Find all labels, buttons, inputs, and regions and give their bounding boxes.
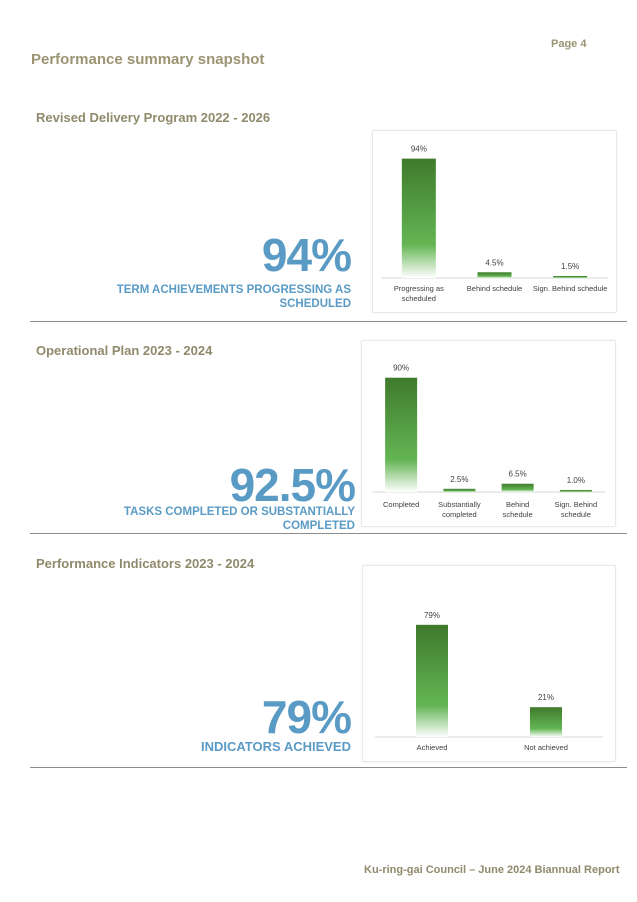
section-title-delivery-program: Revised Delivery Program 2022 - 2026 (36, 110, 271, 125)
bar (477, 272, 512, 278)
headline-indicators-achieved: 79% (261, 691, 352, 743)
category-label: completed (442, 510, 477, 519)
data-label: 94% (411, 145, 427, 154)
chart-delivery-program: 94% Progressing as scheduled 4.5% Behind sch… (372, 130, 617, 313)
caption-line: TERM ACHIEVEMENTS PROGRESSING AS (116, 284, 351, 296)
bar (530, 707, 562, 737)
data-label: 2.5% (450, 475, 468, 484)
section-divider (30, 533, 627, 534)
caption-line: COMPLETED (282, 520, 355, 532)
data-label: 90% (393, 364, 409, 373)
headline-term-achievements: 94% (261, 229, 352, 281)
category-label: Completed (383, 500, 419, 509)
section-title-performance-indicators: Performance Indicators 2023 - 2024 (36, 556, 255, 571)
caption-term-achievements: TERM ACHIEVEMENTS PROGRESSING AS SCHEDUL… (117, 283, 351, 311)
category-label: schedule (561, 510, 591, 519)
chart-operational-plan: 90% Completed 2.5% Substantially completed 6.… (361, 340, 616, 527)
bar (416, 624, 448, 737)
category-label: Achieved (417, 743, 448, 752)
headline-tasks-completed: 92.5% (229, 459, 356, 511)
caption-tasks-completed: TASKS COMPLETED OR SUBSTANTIALLY COMPLET… (124, 505, 355, 533)
caption-line: TASKS COMPLETED OR SUBSTANTIALLY (123, 506, 355, 518)
page-title: Performance summary snapshot (31, 51, 265, 68)
category-label: scheduled (402, 294, 436, 303)
category-label: schedule (503, 510, 533, 519)
category-label: Sign. Behind (555, 500, 598, 509)
data-label: 1.5% (561, 262, 579, 271)
bar (443, 488, 476, 492)
page-number: Page 4 (551, 38, 587, 50)
caption-indicators-achieved: INDICATORS ACHIEVED (201, 740, 351, 754)
data-label: 6.5% (509, 470, 527, 479)
chart-performance-indicators-svg: 79% Achieved 21% Not achieved (375, 611, 603, 752)
category-label: Sign. Behind schedule (533, 284, 608, 293)
section-divider (30, 321, 627, 322)
data-label: 4.5% (485, 258, 503, 267)
category-label: Progressing as (394, 284, 444, 293)
caption-line: SCHEDULED (279, 298, 351, 310)
chart-performance-indicators: 79% Achieved 21% Not achieved (362, 565, 616, 762)
caption-line: INDICATORS ACHIEVED (201, 739, 351, 754)
section-title-operational-plan: Operational Plan 2023 - 2024 (36, 343, 213, 358)
category-label: Substantially (438, 500, 481, 509)
category-label: Behind schedule (467, 284, 522, 293)
bar (501, 483, 534, 492)
bar (553, 276, 588, 278)
category-label: Not achieved (524, 743, 568, 752)
section-divider (30, 767, 627, 768)
bar (385, 377, 418, 492)
data-label: 21% (538, 693, 554, 702)
data-label: 79% (424, 611, 440, 620)
data-label: 1.0% (567, 476, 585, 485)
bar (401, 158, 436, 278)
category-label: Behind (506, 500, 529, 509)
footer-text: Ku-ring-gai Council – June 2024 Biannual… (364, 864, 620, 876)
bar (559, 490, 592, 492)
